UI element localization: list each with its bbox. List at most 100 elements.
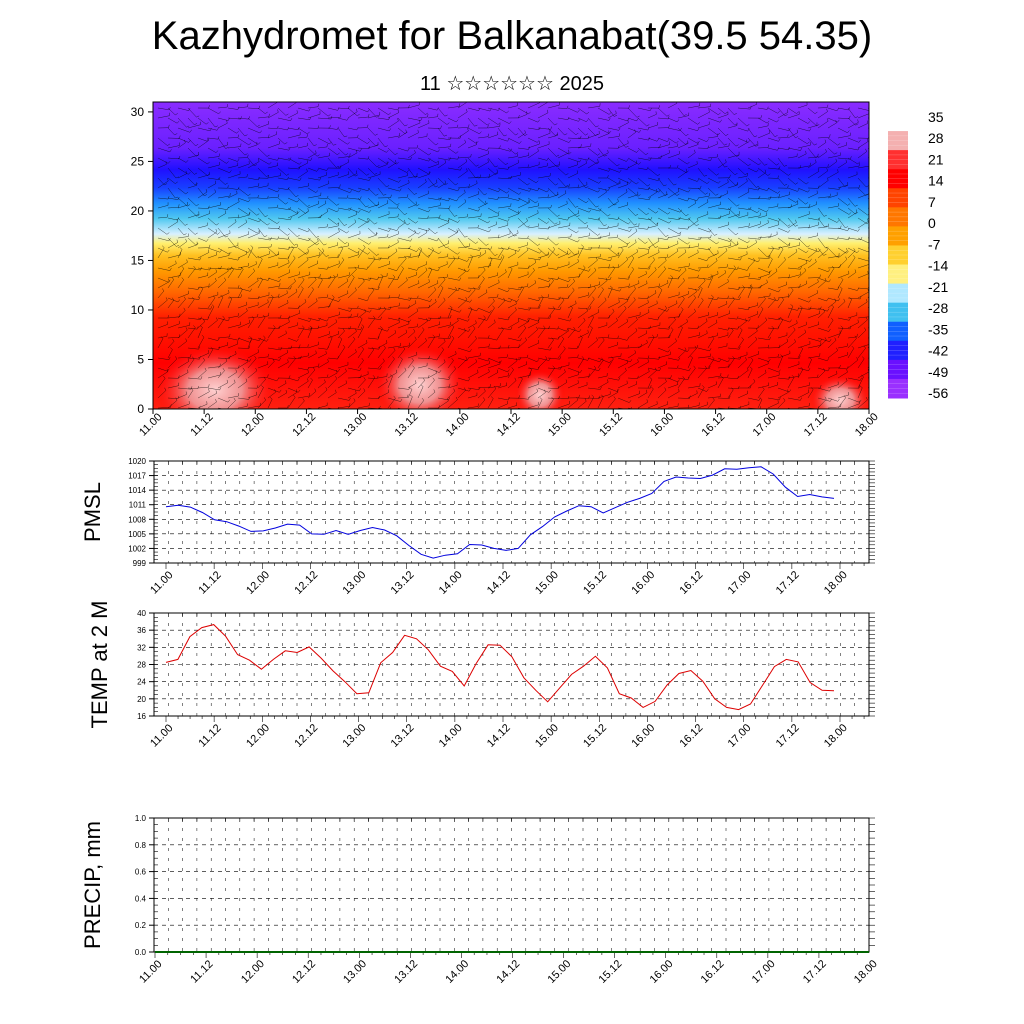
- wind-barb: [587, 367, 599, 371]
- wind-barb: [607, 255, 619, 259]
- wind-barb: [607, 377, 619, 381]
- wind-barb: [547, 387, 559, 390]
- wind-barb: [767, 297, 778, 302]
- wind-barb: [607, 127, 619, 131]
- wind-barb: [437, 341, 446, 349]
- wind-barb: [547, 223, 561, 229]
- wind-barb-feather: [228, 251, 232, 255]
- wind-barb-feather: [345, 380, 347, 384]
- wind-barb: [757, 117, 768, 124]
- wind-barb: [337, 161, 349, 169]
- wind-barb: [587, 237, 601, 239]
- wind-barb: [167, 254, 181, 259]
- wind-barb-feather: [307, 344, 309, 348]
- wind-barb: [267, 277, 280, 282]
- wind-barb: [617, 297, 629, 300]
- wind-barb: [227, 343, 238, 349]
- wind-barb: [487, 167, 496, 175]
- wind-barb-feather: [466, 168, 468, 172]
- wind-barb: [737, 225, 750, 229]
- wind-barb: [247, 394, 257, 399]
- wind-barb-feather: [880, 276, 881, 279]
- wind-barb: [857, 287, 869, 290]
- wind-barb-feather: [498, 189, 501, 192]
- wind-barb-feather: [545, 356, 548, 360]
- wind-barb: [677, 143, 689, 149]
- wind-barb: [547, 308, 555, 319]
- wind-barb: [837, 327, 851, 330]
- wind-barb: [857, 330, 867, 339]
- wind-barb-feather: [625, 189, 628, 193]
- wind-barb-feather: [711, 335, 715, 339]
- wind-barb: [537, 377, 551, 383]
- wind-barb-feather: [417, 295, 419, 299]
- wind-barb-feather: [428, 279, 430, 283]
- wind-barb-feather: [297, 378, 300, 381]
- x-tick-label: 15.00: [533, 569, 561, 597]
- wind-barb-feather: [857, 228, 860, 232]
- wind-barb-feather: [688, 244, 691, 248]
- wind-barb: [707, 237, 717, 245]
- wind-barb: [327, 217, 337, 225]
- wind-barb: [207, 401, 217, 409]
- wind-barb: [167, 127, 175, 136]
- wind-barb-feather: [194, 172, 198, 175]
- wind-barb: [337, 383, 347, 389]
- wind-barb: [327, 107, 338, 111]
- wind-barb: [777, 299, 784, 309]
- wind-barb-feather: [696, 197, 699, 201]
- wind-barb: [617, 308, 627, 319]
- wind-barb: [737, 317, 749, 322]
- wind-barb: [227, 107, 238, 110]
- wind-barb: [497, 217, 508, 222]
- wind-barb-feather: [595, 257, 598, 261]
- wind-barb: [627, 319, 638, 329]
- wind-barb: [217, 247, 230, 255]
- wind-barb: [537, 227, 549, 230]
- wind-barb: [637, 237, 646, 244]
- wind-barb-feather: [627, 345, 629, 349]
- wind-barb-feather: [227, 318, 230, 321]
- wind-barb: [237, 397, 249, 400]
- wind-barb-feather: [659, 367, 662, 371]
- wind-barb-feather: [510, 326, 513, 330]
- wind-barb: [347, 152, 358, 159]
- wind-barb-feather: [747, 188, 750, 193]
- wind-barb: [247, 280, 259, 289]
- wind-barb-feather: [514, 307, 517, 311]
- wind-barb: [777, 157, 785, 167]
- wind-barb: [637, 187, 649, 190]
- wind-barb-feather: [577, 239, 580, 243]
- wind-barb-feather: [565, 379, 568, 383]
- wind-barb-feather: [345, 368, 347, 372]
- colorbar-label: 21: [928, 151, 944, 167]
- wind-barb: [767, 299, 776, 309]
- wind-barb: [687, 144, 699, 149]
- wind-barb: [387, 162, 397, 169]
- wind-barb-feather: [435, 370, 437, 374]
- wind-barb-feather: [299, 162, 302, 165]
- wind-barb: [387, 372, 398, 379]
- wind-barb: [647, 303, 658, 309]
- wind-barb: [157, 164, 167, 169]
- wind-barb-feather: [636, 150, 639, 153]
- wind-barb-feather: [410, 156, 412, 160]
- wind-barb-feather: [735, 144, 739, 147]
- wind-barb-feather: [725, 247, 728, 251]
- wind-barb-feather: [745, 318, 747, 322]
- wind-barb: [357, 197, 366, 208]
- wind-barb-feather: [879, 213, 881, 215]
- wind-barb-feather: [307, 204, 310, 207]
- wind-barb-feather: [276, 125, 279, 129]
- wind-barb: [647, 114, 657, 119]
- wind-barb: [847, 403, 860, 409]
- wind-barb: [307, 276, 320, 279]
- wind-barb: [637, 167, 647, 170]
- wind-barb: [767, 157, 777, 166]
- wind-barb: [387, 296, 399, 299]
- wind-barb: [547, 147, 557, 157]
- wind-barb: [837, 207, 850, 215]
- wind-barb-feather: [572, 287, 575, 291]
- wind-barb: [607, 337, 618, 339]
- wind-barb: [347, 127, 357, 131]
